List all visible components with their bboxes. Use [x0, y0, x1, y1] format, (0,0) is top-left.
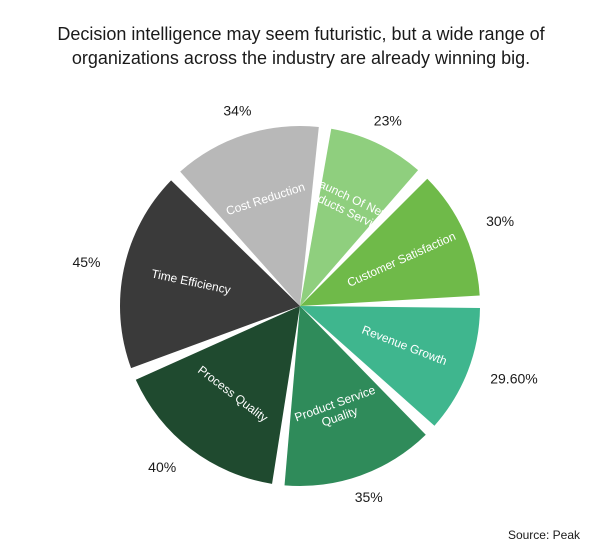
page: Decision intelligence may seem futuristi…: [0, 0, 602, 554]
slice-value: 34%: [223, 103, 251, 119]
slice-value: 30%: [486, 213, 514, 229]
page-title: Decision intelligence may seem futuristi…: [31, 22, 571, 71]
slice-value: 40%: [148, 459, 176, 475]
slice-value: 45%: [72, 254, 100, 270]
slice-value: 35%: [355, 489, 383, 505]
source-label: Source: Peak: [508, 528, 580, 542]
slice-value: 29.60%: [490, 370, 537, 386]
slice-value: 23%: [374, 113, 402, 129]
pie-chart: Launch Of NewProducts Services23%Custome…: [0, 86, 602, 526]
